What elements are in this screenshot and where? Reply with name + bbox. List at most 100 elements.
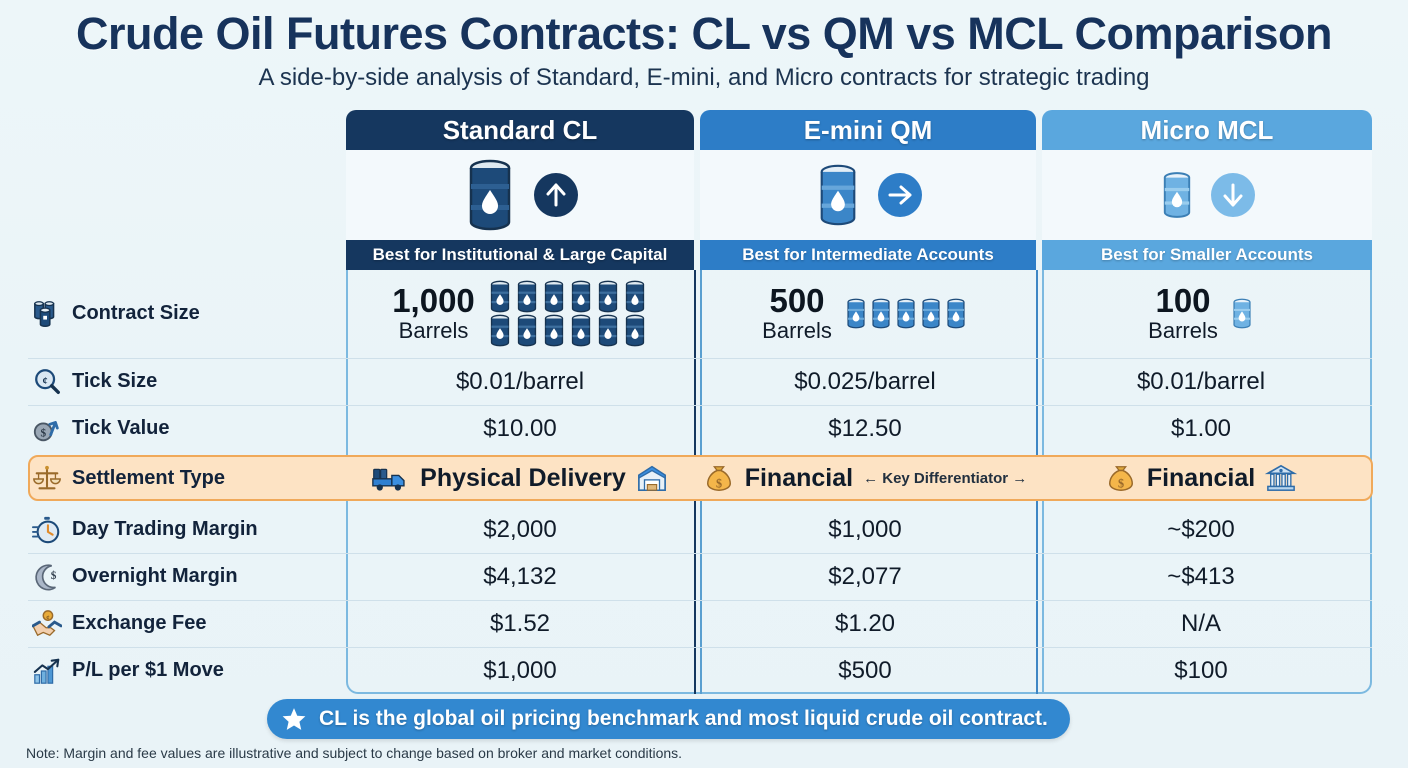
cell-exchange-fee-mcl: N/A [1180, 609, 1221, 637]
cell-overnight-margin-qm: $2,077 [828, 562, 902, 590]
row-label-text: Tick Value [72, 417, 170, 439]
oil-barrel-icon [820, 164, 856, 226]
oil-barrel-icon [897, 298, 915, 328]
cell-settlement-mcl: $ Financial [1036, 463, 1366, 493]
contract-size-number-qm: 500 [769, 282, 825, 319]
oil-barrel-icon [625, 314, 644, 346]
cell-day-margin-qm: $1,000 [828, 515, 902, 543]
cell-settlement-qm: $ Financial ← Key Differentiator → [694, 463, 1036, 493]
arrow-right-icon [878, 173, 922, 217]
contract-size-unit-cl: Barrels [398, 318, 469, 343]
contract-size-number-mcl: 100 [1155, 282, 1211, 319]
stopwatch-icon [32, 516, 60, 543]
row-label-tick-value: $ Tick Value [28, 414, 346, 444]
row-separator [28, 553, 1372, 554]
svg-text:$: $ [1118, 476, 1124, 490]
contract-size-unit-mcl: Barrels [1148, 318, 1218, 343]
row-separator [28, 600, 1372, 601]
banner-text: CL is the global oil pricing benchmark a… [319, 707, 1048, 730]
settlement-text-qm: Financial [744, 463, 854, 492]
row-separator [28, 358, 1372, 359]
cell-tick-size-qm: $0.025/barrel [794, 367, 936, 395]
warehouse-icon [637, 465, 666, 492]
coin-up-arrow-icon: $ [33, 420, 59, 441]
column-header-mcl[interactable]: Micro MCL Best for Smaller Accounts [1042, 110, 1372, 270]
row-separator [28, 647, 1372, 648]
table-row: Contract Size 1,000 Barrels 500 Barrels [28, 276, 1374, 350]
cell-overnight-margin-mcl: ~$413 [1167, 562, 1235, 590]
row-label-text: Tick Size [72, 370, 158, 392]
magnifier-cent-icon: ¢ [35, 368, 60, 394]
column-bestfor-qm: Best for Intermediate Accounts [700, 240, 1036, 270]
cell-pl-cl: $1,000 [483, 656, 557, 684]
barrel-stack-icon [34, 301, 55, 328]
contract-size-unit-qm: Barrels [762, 318, 832, 343]
settlement-text-mcl: Financial [1146, 463, 1256, 492]
column-title-mcl: Micro MCL [1042, 110, 1372, 150]
oil-barrel-icon [469, 159, 511, 231]
cell-day-margin-cl: $2,000 [483, 515, 557, 543]
table-row: Day Trading Margin $2,000 $1,000 ~$200 [28, 507, 1374, 552]
oil-barrel-icon [517, 280, 536, 312]
cell-tick-size-mcl: $0.01/barrel [1136, 367, 1266, 395]
cell-pl-qm: $500 [838, 656, 892, 684]
oil-barrel-icon [625, 280, 644, 312]
cell-contract-size-qm: 500 Barrels [694, 284, 1036, 342]
cell-pl-mcl: $100 [1174, 656, 1228, 684]
row-label-text: Contract Size [72, 301, 200, 324]
cell-tick-value-cl: $10.00 [483, 414, 557, 442]
oil-barrel-icon [571, 280, 590, 312]
star-icon [282, 708, 306, 730]
bank-icon [1265, 464, 1298, 491]
row-label-text: P/L per $1 Move [72, 659, 224, 681]
cell-contract-size-cl: 1,000 Barrels [346, 280, 694, 347]
oil-barrel-icon [490, 314, 509, 346]
row-label-tick-size: ¢ Tick Size [28, 367, 346, 397]
oil-barrel-icon [598, 314, 617, 346]
oil-barrel-icon [872, 298, 890, 328]
oil-barrel-icon [571, 314, 590, 346]
column-header-cl[interactable]: Standard CL Best for Institutional & Lar… [346, 110, 694, 270]
barrel-count-qm [844, 298, 968, 329]
row-label-text: Exchange Fee [72, 612, 207, 634]
oil-barrel-icon [517, 314, 536, 346]
cell-exchange-fee-cl: $1.52 [489, 609, 551, 637]
oil-barrel-icon [1163, 172, 1191, 218]
cell-settlement-cl: Physical Delivery [346, 463, 694, 493]
balance-scale-icon [33, 465, 61, 490]
oil-barrel-icon [544, 314, 563, 346]
svg-text:$: $ [51, 569, 57, 581]
key-insight-banner: CL is the global oil pricing benchmark a… [267, 699, 1070, 739]
oil-barrel-icon [847, 298, 865, 328]
column-title-qm: E-mini QM [700, 110, 1036, 150]
row-label-text: Overnight Margin [72, 565, 238, 587]
svg-text:¢: ¢ [46, 614, 49, 621]
cell-exchange-fee-qm: $1.20 [834, 609, 896, 637]
table-row: ¢ Tick Size $0.01/barrel $0.025/barrel $… [28, 359, 1374, 404]
row-label-exchange-fee: ¢ Exchange Fee [28, 609, 346, 639]
svg-text:$: $ [716, 476, 722, 490]
column-bestfor-cl: Best for Institutional & Large Capital [346, 240, 694, 270]
row-label-settlement-type: Settlement Type [28, 463, 346, 493]
row-label-overnight-margin: $ Overnight Margin [28, 562, 346, 592]
cell-day-margin-mcl: ~$200 [1167, 515, 1235, 543]
row-label-text: Settlement Type [72, 466, 225, 489]
arrow-down-icon [1211, 173, 1255, 217]
table-row: $ Overnight Margin $4,132 $2,077 ~$413 [28, 554, 1374, 599]
cell-tick-value-mcl: $1.00 [1170, 414, 1232, 442]
handshake-coin-icon: ¢ [32, 609, 62, 636]
settlement-text-cl: Physical Delivery [420, 463, 626, 492]
oil-barrel-icon [947, 298, 965, 328]
cell-contract-size-mcl: 100 Barrels [1036, 284, 1366, 342]
money-bag-icon: $ [706, 466, 731, 491]
column-title-cl: Standard CL [346, 110, 694, 150]
footer-note: Note: Margin and fee values are illustra… [26, 745, 683, 761]
row-separator [28, 405, 1372, 406]
oil-barrel-icon [490, 280, 509, 312]
cell-tick-value-qm: $12.50 [828, 414, 902, 442]
svg-text:$: $ [40, 427, 46, 439]
row-label-day-trading-margin: Day Trading Margin [28, 515, 346, 545]
table-row: P/L per $1 Move $1,000 $500 $100 [28, 648, 1374, 693]
column-header-qm[interactable]: E-mini QM Best for Intermediate Accounts [700, 110, 1036, 270]
